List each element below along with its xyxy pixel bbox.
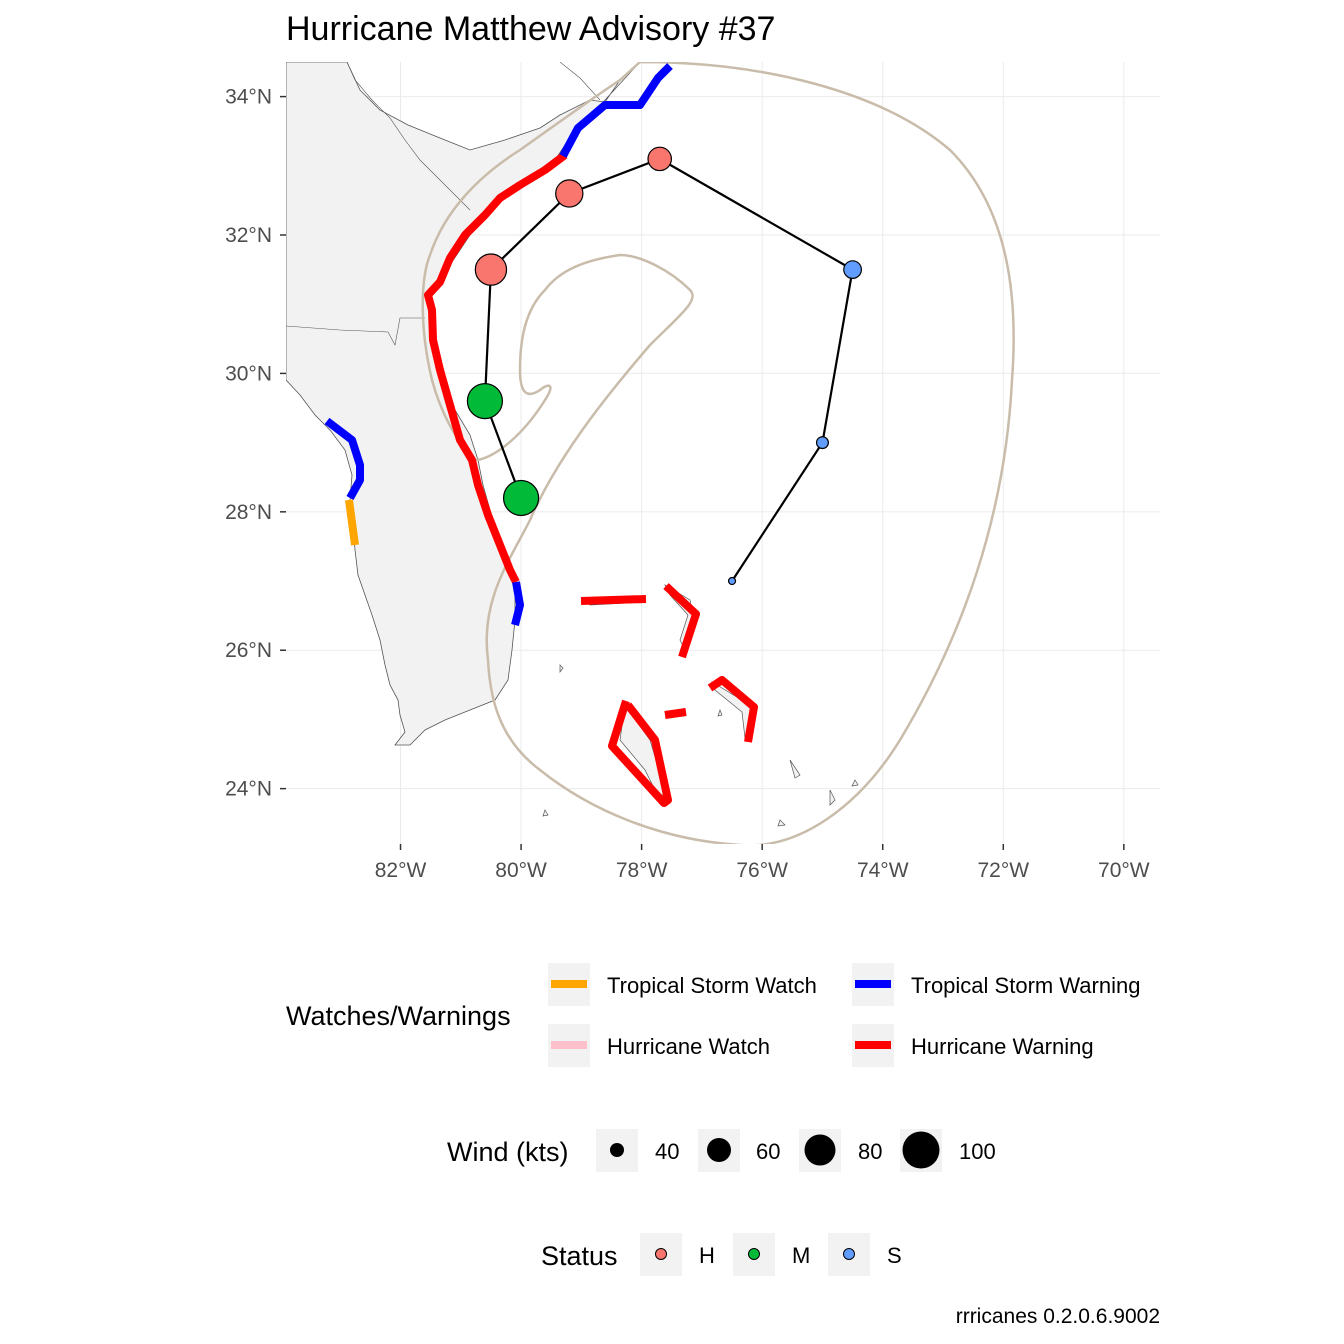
track-point-m: [466, 382, 504, 420]
legend-item-hu-warning: Hurricane Warning: [911, 1034, 1094, 1059]
ts-watch-swatch: [551, 980, 587, 988]
grid-lines: [286, 62, 1160, 844]
map-title: Hurricane Matthew Advisory #37: [286, 10, 776, 48]
tropical-storm-watch-segments: [345, 499, 359, 546]
track-point-s: [815, 436, 829, 450]
state-border-ga-sc: [346, 62, 471, 211]
caption: rrricanes 0.2.0.6.9002: [956, 1305, 1160, 1328]
track-point-h: [555, 179, 584, 208]
legend-item-ts-watch: Tropical Storm Watch: [607, 973, 817, 998]
status-s-marker: [843, 1248, 855, 1260]
track-point-h: [474, 253, 508, 286]
legend-status: Status H M S: [541, 1233, 902, 1276]
legend-item-ts-warning: Tropical Storm Warning: [911, 973, 1140, 998]
status-label-s: S: [887, 1243, 902, 1268]
hurricane-warning-segments: [424, 151, 758, 807]
x-tick-label: 70°W: [1098, 859, 1150, 882]
track-point-s: [843, 260, 862, 280]
wind-size-40: [610, 1143, 624, 1157]
legend-wind-title: Wind (kts): [447, 1137, 569, 1167]
legend-wind: Wind (kts) 40 60 80 100: [447, 1129, 996, 1172]
legend-warnings-title: Watches/Warnings: [286, 1001, 511, 1031]
wind-label-60: 60: [756, 1139, 780, 1164]
wind-label-100: 100: [959, 1139, 996, 1164]
state-border-nc-sc: [559, 62, 601, 101]
state-border-ga-fl: [286, 317, 425, 346]
wind-size-80: [804, 1134, 836, 1166]
status-h-marker: [655, 1248, 667, 1260]
x-tick-label: 80°W: [495, 859, 547, 882]
forecast-track-line: [483, 157, 854, 582]
y-tick-label: 30°N: [225, 362, 272, 385]
status-label-m: M: [792, 1243, 810, 1268]
y-tick-label: 26°N: [225, 639, 272, 662]
wind-size-60: [707, 1138, 731, 1162]
y-tick-label: 34°N: [225, 86, 272, 109]
x-tick-label: 82°W: [375, 859, 427, 882]
ts-warning-swatch: [855, 980, 891, 988]
legend-status-title: Status: [541, 1241, 618, 1271]
x-tick-label: 76°W: [736, 859, 788, 882]
x-tick-label: 78°W: [616, 859, 668, 882]
status-m-marker: [748, 1248, 760, 1260]
tropical-storm-warning-segments: [324, 63, 673, 626]
x-tick-label: 72°W: [977, 859, 1029, 882]
forecast-cone: [421, 62, 1015, 844]
legend-watches-warnings: Watches/Warnings Tropical Storm Watch Tr…: [286, 963, 1140, 1067]
y-tick-label: 32°N: [225, 224, 272, 247]
y-tick-label: 28°N: [225, 501, 272, 524]
forecast-track-points: [466, 146, 862, 586]
hu-warning-swatch: [855, 1041, 891, 1049]
track-point-h: [647, 146, 673, 172]
y-tick-label: 24°N: [225, 778, 272, 801]
hu-watch-swatch: [551, 1041, 587, 1049]
track-point-m: [502, 479, 540, 517]
wind-size-100: [902, 1131, 940, 1169]
x-tick-label: 74°W: [857, 859, 909, 882]
y-axis: 34°N 32°N 30°N 28°N 26°N 24°N: [225, 86, 286, 801]
status-label-h: H: [699, 1243, 715, 1268]
track-point-s: [727, 576, 737, 586]
legend-item-hu-watch: Hurricane Watch: [607, 1034, 770, 1059]
x-axis: 82°W 80°W 78°W 76°W 74°W 72°W 70°W: [375, 844, 1150, 882]
wind-label-40: 40: [655, 1139, 679, 1164]
wind-label-80: 80: [858, 1139, 882, 1164]
